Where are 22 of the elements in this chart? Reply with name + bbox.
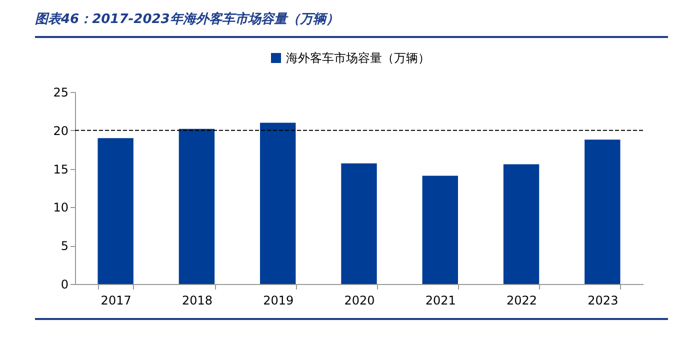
x-tick-label: 2023: [588, 294, 618, 308]
x-tick-label: 2020: [344, 294, 375, 308]
y-tick-label: 20: [53, 124, 68, 138]
bar: [584, 140, 620, 284]
y-tick-label: 15: [53, 162, 68, 176]
bar: [503, 164, 540, 284]
bar: [260, 122, 296, 284]
x-tick-label: 2018: [182, 294, 212, 308]
x-tick-label: 2021: [425, 294, 456, 308]
legend-label: 海外客车市场容量（万辆）: [286, 51, 430, 65]
y-tick-label: 10: [53, 200, 68, 215]
y-tick-label: 25: [53, 86, 68, 100]
bar: [178, 128, 215, 284]
x-tick-label: 2019: [263, 294, 294, 308]
y-tick-label: 0: [60, 278, 68, 292]
x-tick-label: 2022: [506, 294, 538, 308]
x-tick-label: 2017: [100, 294, 132, 308]
chart-title: 图表46：2017-2023年海外客车市场容量（万辆）: [35, 10, 340, 29]
bar: [341, 163, 377, 284]
y-tick-label: 5: [60, 239, 68, 254]
bar: [422, 176, 458, 284]
bar: [98, 138, 134, 284]
